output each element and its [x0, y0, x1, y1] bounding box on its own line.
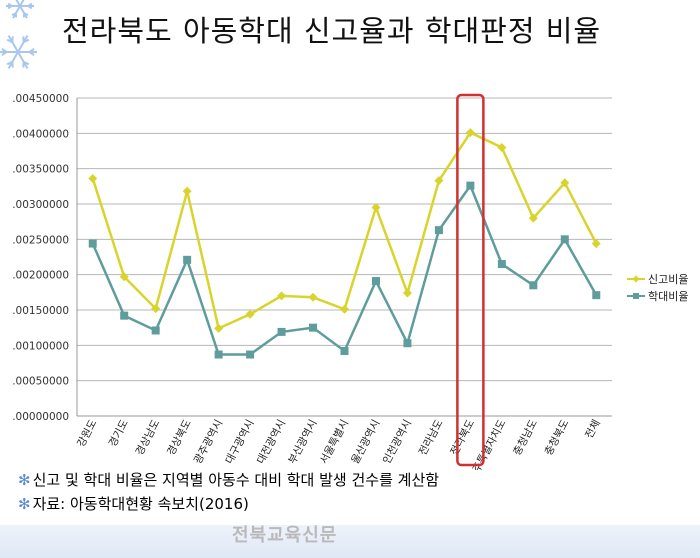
x-tick-label: 대구광역시: [223, 418, 256, 466]
watermark: 전북교육신문: [232, 525, 338, 546]
data-point: [434, 226, 443, 235]
note-source: ✻ 자료: 아동학대현황 속보치(2016): [18, 493, 249, 514]
note-method-text: 신고 및 학대 비율은 지역별 아동수 대비 학대 발생 건수를 계산함: [32, 471, 440, 489]
y-tick-label: .00100000: [12, 340, 69, 352]
data-point: [246, 350, 255, 359]
data-point: [371, 277, 380, 286]
data-point: [88, 239, 97, 248]
data-point: [88, 174, 98, 184]
data-point: [245, 309, 255, 319]
data-point: [277, 291, 287, 301]
page-title: 전라북도 아동학대 신고율과 학대판정 비율: [62, 14, 602, 48]
x-tick-label: 전라북도: [448, 417, 477, 457]
highlight-box: [456, 93, 485, 467]
snowflake-bullet-icon: ✻: [18, 495, 31, 513]
y-tick-label: .00000000: [12, 411, 69, 423]
data-point: [214, 323, 224, 333]
series-line-report: [91, 131, 598, 331]
legend-marker: [633, 293, 639, 299]
footer-band: [0, 525, 700, 558]
data-point: [403, 339, 412, 348]
data-point: [277, 327, 286, 336]
line-chart: .00450000 .00400000 .00350000 .00300000 .002…: [12, 93, 688, 470]
y-tick-label: .00200000: [12, 270, 69, 282]
x-tick-label: 인천광역시: [381, 418, 414, 466]
snowflake-bullet-icon: ✻: [18, 471, 31, 489]
x-tick-label: 전라남도: [417, 417, 446, 457]
data-point: [371, 203, 381, 213]
data-point: [465, 128, 475, 138]
data-point: [497, 260, 506, 269]
y-tick-label: .00300000: [12, 199, 69, 211]
x-tick-label: 대전광역시: [255, 418, 288, 466]
x-tick-label: 경상북도: [164, 417, 194, 458]
data-point: [560, 178, 570, 188]
x-tick-label: 광주광역시: [192, 418, 225, 466]
data-point: [308, 292, 318, 302]
legend-label: 학대비율: [648, 290, 688, 303]
y-tick-label: .00250000: [12, 234, 69, 246]
y-tick-label: .00400000: [12, 128, 69, 140]
snowflake-icon: [0, 35, 37, 69]
data-point: [529, 281, 538, 290]
y-tick-label: .00150000: [12, 305, 69, 317]
data-point: [497, 142, 507, 152]
y-tick-label: .00350000: [12, 164, 69, 176]
x-tick-label: 경기도: [106, 417, 131, 449]
data-point: [119, 272, 129, 282]
data-point: [560, 235, 569, 244]
data-point: [120, 311, 129, 320]
data-point: [591, 239, 601, 249]
x-tick-label: 전체: [583, 418, 603, 441]
x-tick-label: 충청북도: [543, 417, 572, 457]
note-method: ✻ 신고 및 학대 비율은 지역별 아동수 대비 학대 발생 건수를 계산함: [18, 469, 439, 490]
data-point: [183, 255, 192, 264]
y-tick-label: .00050000: [12, 376, 69, 388]
data-point: [466, 181, 475, 190]
legend-label: 신고비율: [648, 273, 688, 286]
data-point: [434, 176, 444, 186]
data-point: [528, 213, 538, 223]
x-tick-label: 경상남도: [133, 417, 163, 458]
data-point: [151, 326, 160, 335]
data-point: [214, 350, 223, 359]
data-point: [592, 291, 601, 300]
data-point: [182, 186, 192, 196]
x-tick-label: 충청남도: [511, 417, 540, 457]
data-point: [151, 304, 161, 314]
data-point: [340, 346, 349, 355]
series-line-abuse: [91, 183, 598, 356]
x-tick-label: 강원도: [75, 417, 99, 449]
x-tick-label: 서울특별시: [318, 418, 351, 466]
snowflake-icon-top: [6, 0, 34, 19]
data-point: [309, 323, 318, 332]
x-tick-label: 부산광역시: [286, 418, 319, 466]
x-tick-label: 울산광역시: [349, 418, 382, 466]
data-point: [402, 288, 412, 298]
note-source-text: 자료: 아동학대현황 속보치(2016): [32, 495, 249, 513]
y-tick-label: .00450000: [12, 93, 69, 105]
data-point: [340, 304, 349, 314]
legend-marker: [632, 275, 640, 283]
